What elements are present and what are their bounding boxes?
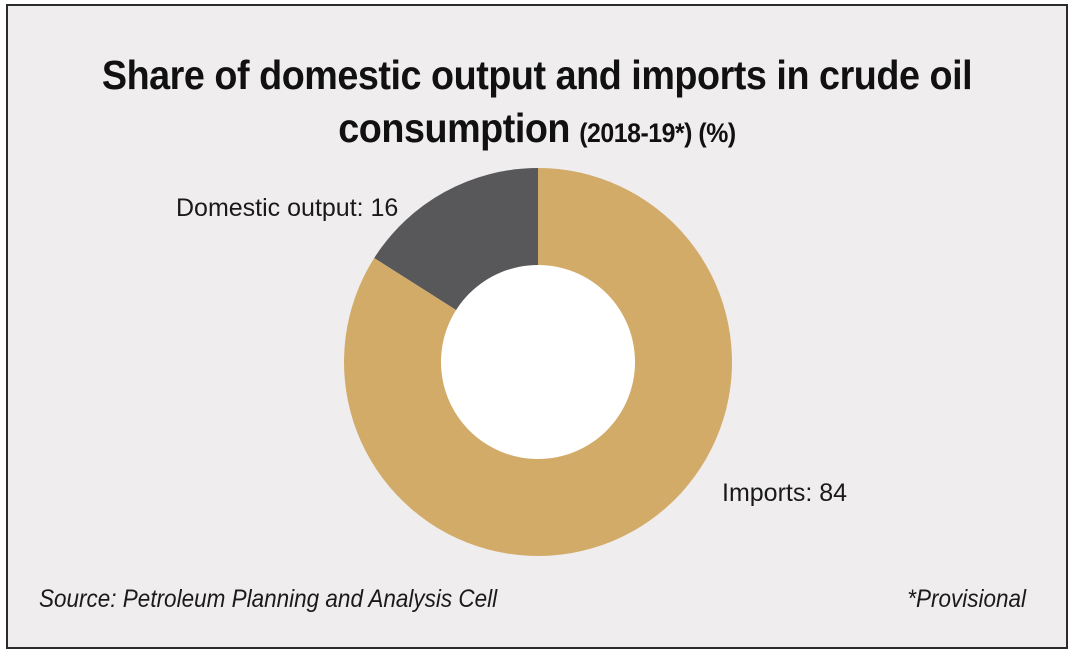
donut-hole (441, 265, 635, 459)
chart-title-text-cont: consumption (338, 105, 571, 151)
source-note: Source: Petroleum Planning and Analysis … (39, 585, 498, 613)
slice-labels: Domestic output: 16 Imports: 84 (176, 194, 847, 507)
chart-title-line2: consumption (2018-19*) (%) (50, 105, 1023, 152)
chart-title-line1: Share of domestic output and imports in … (50, 52, 1023, 99)
donut-chart: Domestic output: 16 Imports: 84 (176, 168, 847, 556)
provisional-note: *Provisional (907, 585, 1026, 613)
slice-label-domestic-output: Domestic output: 16 (176, 194, 398, 222)
chart-panel: Share of domestic output and imports in … (6, 4, 1068, 649)
chart-subtitle: (2018-19*) (%) (579, 118, 736, 148)
chart-title-text: Share of domestic output and imports in … (101, 52, 973, 98)
slice-label-imports: Imports: 84 (722, 479, 847, 507)
